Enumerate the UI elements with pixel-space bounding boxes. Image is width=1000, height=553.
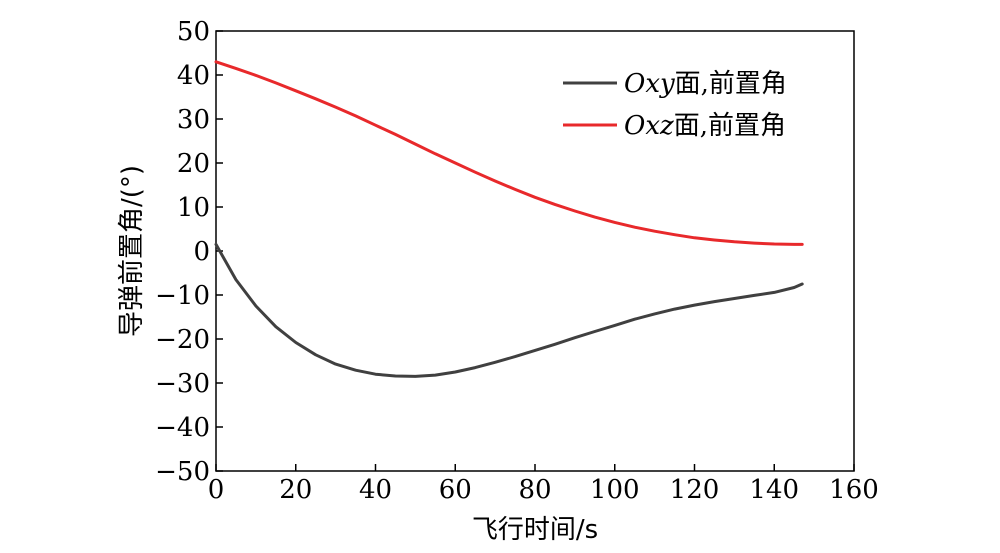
y-tick-label: 10 bbox=[177, 193, 210, 223]
legend-label-oxy: Oxy面,前置角 bbox=[624, 69, 787, 99]
x-axis-title: 飞行时间/s bbox=[472, 515, 598, 545]
x-tick-label: 0 bbox=[208, 475, 225, 505]
legend: Oxy面,前置角 Oxz面,前置角 bbox=[563, 69, 787, 141]
axis-ticks: 0 20 40 60 80 100 120 140 16050403020100−10−20−3… bbox=[155, 17, 879, 505]
x-tick-label: 100 bbox=[590, 475, 640, 505]
series-line-oxy bbox=[214, 242, 804, 378]
x-tick-label: 60 bbox=[439, 475, 472, 505]
y-tick-label: −50 bbox=[155, 457, 210, 487]
y-tick-label: −30 bbox=[155, 369, 210, 399]
y-tick-label: −10 bbox=[155, 281, 210, 311]
legend-label-oxz: Oxz面,前置角 bbox=[624, 111, 786, 141]
x-tick-label: 160 bbox=[829, 475, 879, 505]
x-tick-label: 140 bbox=[749, 475, 799, 505]
series-line-oxz bbox=[214, 60, 804, 246]
y-tick-label: 50 bbox=[177, 17, 210, 47]
y-tick-label: 20 bbox=[177, 149, 210, 179]
y-tick-label: 0 bbox=[193, 237, 210, 267]
x-tick-label: 40 bbox=[359, 475, 392, 505]
x-tick-label: 120 bbox=[670, 475, 720, 505]
series-layer bbox=[214, 60, 804, 378]
y-axis-title: 导弹前置角/(°) bbox=[117, 165, 147, 337]
y-tick-label: 30 bbox=[177, 105, 210, 135]
y-tick-label: −20 bbox=[155, 325, 210, 355]
y-tick-label: −40 bbox=[155, 413, 210, 443]
y-tick-label: 40 bbox=[177, 61, 210, 91]
x-tick-label: 80 bbox=[518, 475, 551, 505]
x-tick-label: 20 bbox=[279, 475, 312, 505]
